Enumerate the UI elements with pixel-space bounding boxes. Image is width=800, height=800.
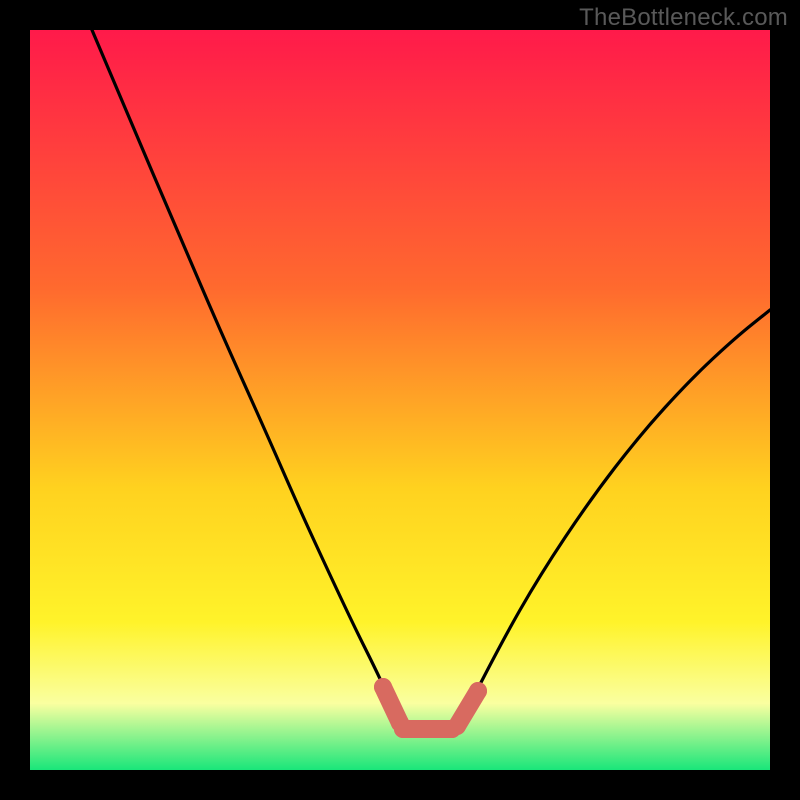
valley-marker-cap: [374, 678, 392, 696]
chart-frame: TheBottleneck.com: [0, 0, 800, 800]
valley-marker-cap: [394, 720, 412, 738]
valley-marker-cap: [469, 682, 487, 700]
plot-background: [30, 30, 770, 770]
bottleneck-chart: [0, 0, 800, 800]
valley-marker-cap: [448, 717, 466, 735]
